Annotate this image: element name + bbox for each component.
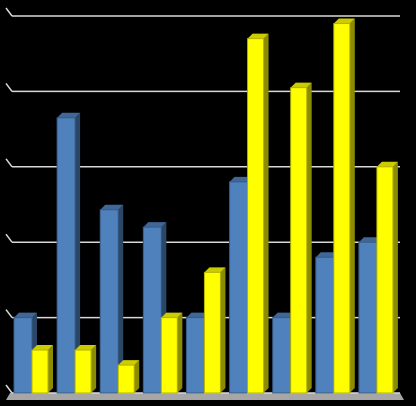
bar — [56, 117, 76, 394]
bar — [99, 209, 119, 394]
grid-depth — [5, 82, 13, 92]
bar — [31, 349, 49, 394]
bar-top — [333, 18, 355, 24]
bar-top — [315, 252, 339, 258]
bar-side — [220, 267, 226, 393]
grid-depth — [5, 7, 13, 17]
bar-side — [306, 82, 312, 393]
bar-top — [118, 360, 140, 366]
bar-top — [14, 312, 37, 318]
bar-top — [376, 161, 398, 167]
bar-side — [392, 161, 398, 393]
bar — [74, 349, 92, 394]
bar-side — [91, 345, 97, 393]
bar-top — [161, 312, 183, 318]
floor — [6, 393, 404, 400]
bar — [160, 317, 178, 394]
bar — [142, 226, 162, 394]
bar-top — [247, 33, 269, 39]
bar-side — [48, 345, 53, 393]
bar — [358, 241, 378, 394]
grid-depth — [5, 158, 13, 168]
bar — [247, 38, 265, 394]
bar-top — [143, 222, 167, 228]
bar-side — [118, 204, 124, 393]
grid-depth — [5, 233, 13, 243]
grid-depth — [5, 384, 13, 394]
bar — [117, 364, 135, 394]
bar-top — [32, 345, 53, 351]
bar — [185, 317, 205, 394]
bar-side — [134, 360, 140, 393]
bar-top — [186, 312, 210, 318]
bar-top — [57, 112, 81, 118]
bar — [203, 271, 221, 394]
bar — [13, 317, 33, 394]
bar — [272, 317, 292, 394]
grid-depth — [5, 309, 13, 319]
bar — [315, 256, 335, 394]
bar — [333, 23, 351, 394]
bar — [229, 181, 249, 394]
bar-side — [349, 18, 355, 393]
bar — [376, 166, 394, 394]
bar-top — [290, 82, 312, 88]
bar-side — [263, 33, 269, 394]
bar-top — [100, 204, 124, 210]
bar-side — [75, 112, 81, 393]
bar-top — [272, 312, 296, 318]
bar — [290, 87, 308, 394]
bar-top — [204, 267, 226, 273]
bar-top — [358, 237, 382, 243]
bar-top — [229, 176, 253, 182]
bar-side — [177, 312, 183, 393]
bar-top — [75, 345, 97, 351]
